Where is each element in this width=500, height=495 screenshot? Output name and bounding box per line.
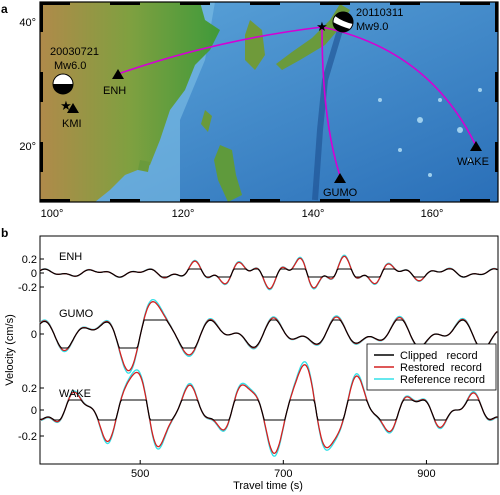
event-2003-date: 20030721 (50, 46, 99, 58)
station-gumo-label: GUMO (323, 187, 358, 199)
lon-tick-100: 100° (41, 208, 64, 220)
trench (312, 29, 343, 201)
station-kmi-label: KMI (62, 118, 82, 130)
asia-mainland (40, 2, 220, 202)
wake-ytick-zero: 0 (31, 405, 37, 417)
path-gumo (321, 26, 341, 177)
legend-label-clipped: Clipped record (400, 350, 478, 362)
x-tick-label: 700 (274, 468, 292, 480)
legend-label-reference: Reference record (400, 374, 485, 386)
wake-ytick-neg: -0.2 (18, 431, 37, 443)
philippines (214, 145, 242, 202)
taiwan (201, 110, 212, 132)
enh-ytick-pos: 0.2 (22, 254, 37, 266)
lat-tick-40: 40° (19, 17, 36, 29)
japan (276, 4, 350, 70)
enh-ytick-neg: -0.2 (18, 282, 37, 294)
focal-mechanism-2003 (52, 73, 74, 95)
x-axis-ticks: 500 700 900 (131, 460, 436, 480)
lon-tick-120: 120° (172, 208, 195, 220)
x-tick-label: 900 (417, 468, 435, 480)
event-2011-date: 20110311 (356, 7, 403, 19)
y-axis-ticks: 0.2 0 -0.2 0 0.2 0 -0.2 (18, 254, 44, 443)
ray-paths (117, 26, 477, 177)
station-enh-marker (112, 69, 124, 79)
trace-label-wake: WAKE (59, 388, 91, 400)
panel-label-a: a (1, 2, 8, 16)
trace-label-gumo: GUMO (59, 308, 94, 320)
map: ★ ★ 20110311 Mw9.0 20030721 Mw6.0 ENH KM… (40, 2, 498, 202)
station-kmi-marker (67, 103, 79, 113)
station-gumo-marker (334, 173, 346, 183)
lat-tick-20: 20° (19, 141, 36, 153)
lon-tick-140: 140° (302, 208, 325, 220)
legend-label-restored: Restored record (400, 362, 482, 374)
epicenter-2011-star: ★ (316, 19, 328, 34)
plot-frame (39, 235, 499, 465)
map-border-ticks (40, 2, 498, 202)
trace-label-enh: ENH (59, 251, 82, 263)
trace-enh-clipped (39, 268, 498, 278)
x-axis-title: Travel time (s) (233, 480, 303, 492)
x-tick-label: 500 (131, 468, 149, 480)
gumo-ytick-zero: 0 (31, 329, 37, 341)
focal-mechanism-2011 (332, 11, 354, 33)
wake-ytick-pos: 0.2 (22, 383, 37, 395)
legend: Clipped record Restored record Reference… (366, 343, 497, 391)
waveform-plot: 500 700 900 ENH GUMO WAKE 0.2 0 -0.2 0 0.2… (4, 235, 499, 492)
korea (245, 20, 265, 70)
event-2011-mag: Mw9.0 (356, 21, 388, 33)
y-axis-title: Velocity (cm/s) (4, 314, 16, 386)
station-enh-label: ENH (103, 85, 126, 97)
trace-wake-clipped (40, 399, 498, 421)
path-enh (117, 26, 323, 75)
pacific-islands (378, 88, 482, 177)
event-2003-mag: Mw6.0 (54, 60, 86, 72)
hainan (138, 160, 150, 172)
enh-ytick-zero: 0 (31, 268, 37, 280)
station-wake-label: WAKE (457, 156, 489, 168)
path-wake (321, 26, 477, 147)
lon-tick-160: 160° (421, 208, 444, 220)
panel-label-b: b (1, 226, 8, 240)
station-wake-marker (470, 141, 482, 151)
epicenter-2003-star: ★ (60, 98, 72, 113)
